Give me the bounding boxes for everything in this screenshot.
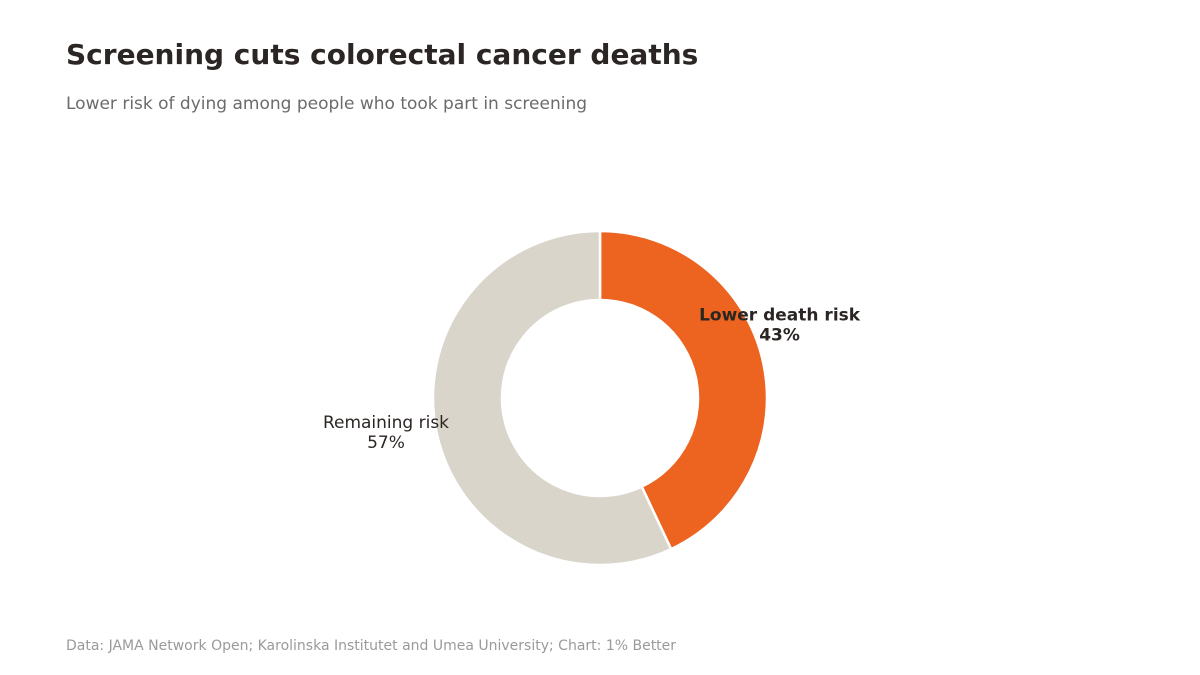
source-note: Data: JAMA Network Open; Karolinska Inst… xyxy=(66,638,677,654)
donut-slices xyxy=(431,229,769,567)
slice-value-label: 57% xyxy=(367,433,405,453)
donut-slice-remaining-risk xyxy=(431,229,673,567)
slice-label: Remaining risk xyxy=(323,413,449,433)
donut-slice-lower-death-risk xyxy=(598,229,769,551)
chart-subtitle: Lower risk of dying among people who too… xyxy=(66,94,588,114)
slice-label: Lower death risk xyxy=(699,305,861,325)
slice-value-label: 43% xyxy=(759,325,800,345)
chart-title: Screening cuts colorectal cancer deaths xyxy=(66,38,699,71)
